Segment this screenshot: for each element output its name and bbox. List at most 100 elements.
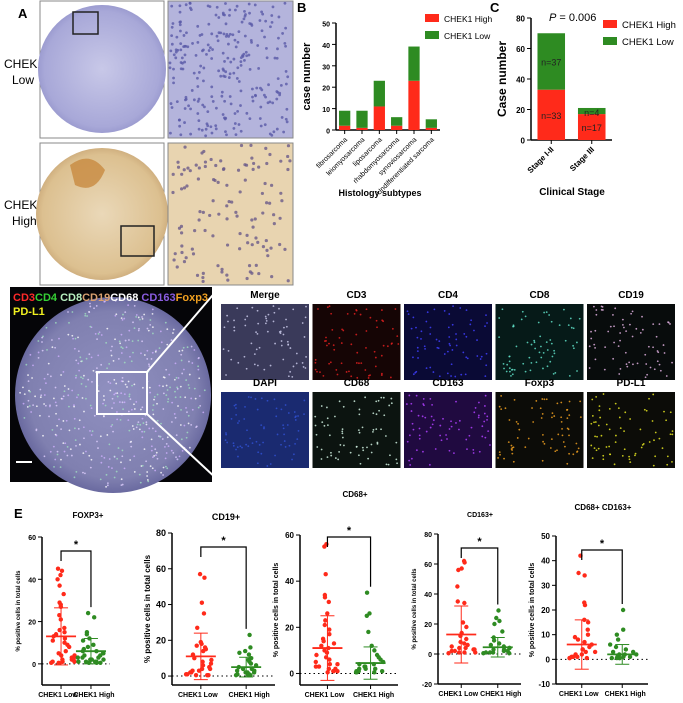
cell-signal [35,428,38,431]
tile-signal [631,335,634,338]
tile-signal [365,347,367,349]
cell-signal [113,402,115,404]
tile-signal [622,323,624,326]
tile-signal [658,363,661,366]
data-point [460,620,466,625]
cell-nucleus [220,270,224,274]
cell-nucleus [239,89,243,93]
tile-signal [328,434,331,437]
tile-signal [560,416,563,419]
cell-signal [56,424,59,427]
cell-nucleus [258,19,262,22]
cell-nucleus [225,204,229,208]
cell-signal [85,385,87,388]
cell-nucleus [185,31,188,35]
tile-signal [563,308,565,311]
cell-nucleus [168,61,172,65]
data-point [63,648,68,654]
data-point [209,657,214,663]
cell-signal [83,437,85,440]
data-point [364,613,370,618]
cell-nucleus [197,127,201,131]
cell-signal [180,408,182,411]
cell-signal [73,417,76,420]
tile-signal [558,324,561,327]
tile-signal [521,310,524,313]
cell-signal [153,395,156,398]
cell-signal [190,397,193,400]
tile-signal [450,425,453,428]
cell-signal [176,386,179,389]
cell-signal [67,333,70,336]
cell-signal [162,385,164,388]
cell-signal [180,353,183,356]
tile-merge [221,304,309,380]
cell-signal [29,353,32,356]
tile-signal [595,449,598,452]
cell-nucleus [243,178,247,182]
tile-signal [618,416,621,419]
tile-signal [417,414,420,417]
cell-signal [123,467,126,470]
cell-nucleus [230,200,234,204]
tile-signal [326,417,329,420]
cell-signal [96,367,98,370]
cell-signal [141,436,144,439]
tile-signal [570,326,573,329]
tile-signal [284,446,287,448]
cell-signal [99,435,102,438]
tile-signal [279,332,282,335]
tile-signal [594,421,597,423]
data-point [449,648,454,654]
data-point [449,644,454,649]
tile-signal [244,405,246,408]
tile-signal [247,445,250,448]
tile-signal [447,326,450,329]
tile-signal [572,453,575,456]
cell-signal [108,443,111,446]
cell-nucleus [231,33,235,37]
data-point [613,644,619,650]
tile-signal [661,447,664,450]
tile-signal [295,352,298,355]
cell-nucleus [261,12,265,16]
tile-signal [238,420,241,422]
cell-nucleus [210,95,214,98]
tile-signal [305,356,307,358]
tile-signal [607,330,610,333]
cell-signal [162,474,164,476]
cell-signal [124,311,127,314]
bar-chek1-low [577,107,606,115]
cell-signal [125,346,128,349]
p-symbol: P [549,12,557,24]
data-point [587,644,592,650]
cell-signal [166,436,169,439]
bar-chek1-high [356,127,368,130]
y-tick-label: 0 [546,655,551,664]
cell-signal [111,345,113,348]
cell-nucleus [251,95,254,99]
tile-signal [510,368,513,371]
cell-signal [171,401,174,404]
tile-signal [243,418,246,420]
tile-signal [598,405,601,408]
data-point [582,602,588,608]
cell-nucleus [279,159,283,163]
tile-signal [338,336,341,339]
cell-nucleus [179,67,183,71]
cell-signal [155,451,158,454]
cell-signal [37,356,40,359]
panel-label-a: A [18,6,28,21]
tile-signal [263,368,266,371]
data-point [49,660,54,665]
cell-nucleus [176,160,180,164]
cell-nucleus [269,246,273,250]
cell-nucleus [211,48,214,51]
tile-signal [424,347,426,350]
data-point [62,625,67,631]
cell-signal [185,407,187,409]
tile-signal [338,400,341,403]
tile-signal [291,375,294,378]
tile-signal [236,307,239,310]
tile-signal [540,417,543,419]
